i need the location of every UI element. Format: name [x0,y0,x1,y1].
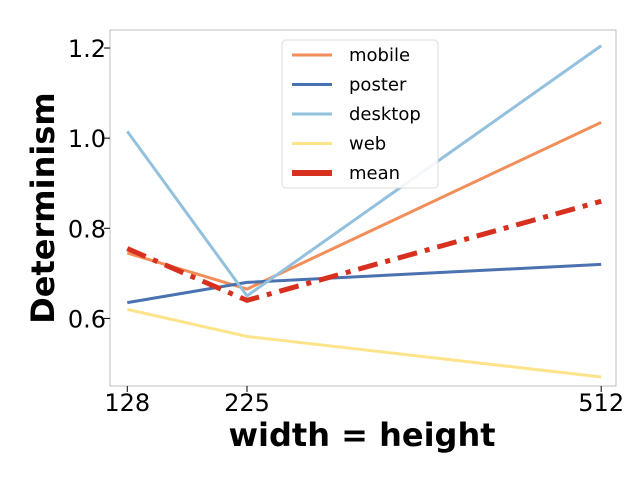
series-line-poster [127,262,602,305]
series-line-web [126,307,602,379]
legend-label-web: web [349,134,386,155]
series-line-mean [126,198,602,303]
plot-area-frame [109,29,617,387]
x-axis-ticks: 128 225 512 [104,386,624,417]
legend-label-desktop: desktop [349,104,421,125]
y-axis-label: Determinism [24,92,62,324]
y-axis-ticks: 0.6 0.8 1.0 1.2 [68,35,110,333]
legend-box [281,39,439,189]
x-tick-label: 512 [578,389,624,417]
y-tick-label: 0.6 [68,305,106,333]
y-tick-label: 1.2 [68,35,106,63]
x-tick-label: 128 [104,389,150,417]
series-lines [126,44,603,379]
x-tick-label: 225 [224,389,270,417]
legend-label-mobile: mobile [349,45,410,66]
y-tick-label: 0.8 [68,215,106,243]
x-axis-label: width = height [228,416,495,454]
legend: mobile poster desktop web mean [281,39,439,189]
y-tick-label: 1.0 [68,125,106,153]
legend-label-mean: mean [349,163,400,184]
legend-label-poster: poster [349,75,407,96]
legend-items: mobile poster desktop web mean [292,45,421,184]
series-line-desktop [126,44,603,298]
